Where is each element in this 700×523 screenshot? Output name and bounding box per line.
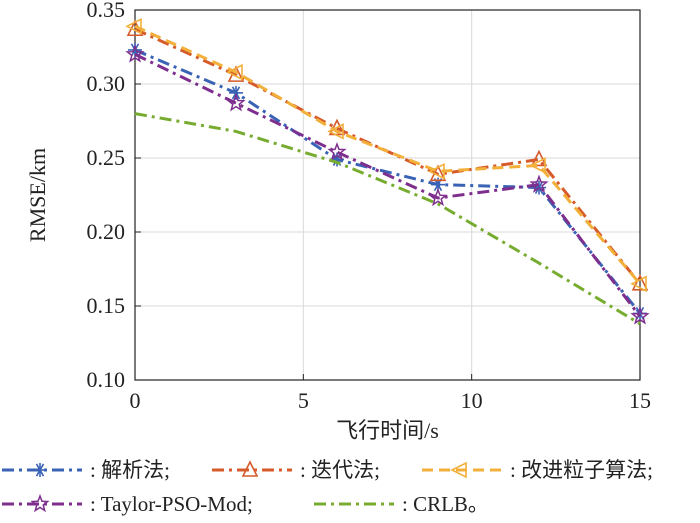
star-marker (226, 93, 246, 112)
axis-ticks: 0 5 10 15 0.10 0.15 0.20 0.25 0.30 0.35 (87, 0, 652, 413)
legend-label: : 迭代法; (300, 458, 380, 482)
series-line-3 (134, 53, 642, 318)
star-marker (125, 44, 145, 63)
legend-label: : 解析法; (90, 458, 170, 482)
triangle-left-marker (529, 157, 546, 174)
star-marker (327, 141, 347, 161)
series-2 (125, 17, 647, 293)
series-line-1 (134, 27, 642, 285)
legend-entry-0: : 解析法; (2, 458, 170, 482)
x-tick-label: 15 (629, 388, 651, 413)
series-0 (128, 42, 647, 321)
legend: : 解析法; : 迭代法; : 改进粒子算法; : Taylor-PSO-Mod; : … (2, 458, 653, 516)
series-line-2 (134, 24, 642, 285)
legend-entry-1: : 迭代法; (212, 458, 380, 482)
triangle-left-marker (327, 123, 344, 140)
x-axis-label: 飞行时间/s (336, 418, 439, 443)
legend-label: : Taylor-PSO-Mod; (90, 492, 253, 516)
legend-entry-4: : CRLB。 (314, 492, 489, 516)
triangle-marker (530, 149, 548, 167)
asterisk-marker (229, 85, 243, 100)
y-tick-label: 0.20 (87, 219, 126, 244)
y-axis-label: RMSE/km (25, 148, 50, 242)
series-4 (134, 112, 641, 326)
x-tick-label: 5 (298, 388, 309, 413)
star-marker (428, 187, 448, 207)
series-3 (125, 44, 650, 325)
y-tick-label: 0.30 (87, 71, 126, 96)
triangle-left-marker (428, 163, 445, 180)
y-tick-label: 0.35 (87, 0, 126, 22)
star-marker (30, 493, 50, 513)
triangle-left-marker (125, 17, 142, 35)
plot-frame (134, 9, 641, 381)
x-tick-label: 10 (461, 388, 483, 413)
star-marker (630, 306, 650, 325)
legend-label: : CRLB。 (402, 492, 489, 516)
triangle-marker (631, 274, 649, 291)
legend-entry-3: : Taylor-PSO-Mod; (2, 492, 253, 516)
legend-entry-2: : 改进粒子算法; (422, 458, 653, 482)
series-line-4 (134, 112, 641, 326)
triangle-marker (241, 460, 259, 477)
series-line-0 (134, 48, 642, 315)
triangle-left-marker (630, 275, 647, 293)
x-tick-label: 0 (130, 388, 141, 413)
legend-label: : 改进粒子算法; (510, 458, 653, 482)
series-group (125, 17, 650, 326)
y-tick-label: 0.15 (87, 293, 126, 318)
series-1 (126, 19, 649, 291)
y-tick-label: 0.10 (87, 367, 126, 392)
y-tick-label: 0.25 (87, 145, 126, 170)
triangle-marker (328, 118, 346, 136)
star-marker (529, 174, 549, 193)
triangle-left-marker (226, 63, 243, 81)
asterisk-marker (33, 463, 47, 477)
triangle-left-marker (450, 461, 467, 479)
